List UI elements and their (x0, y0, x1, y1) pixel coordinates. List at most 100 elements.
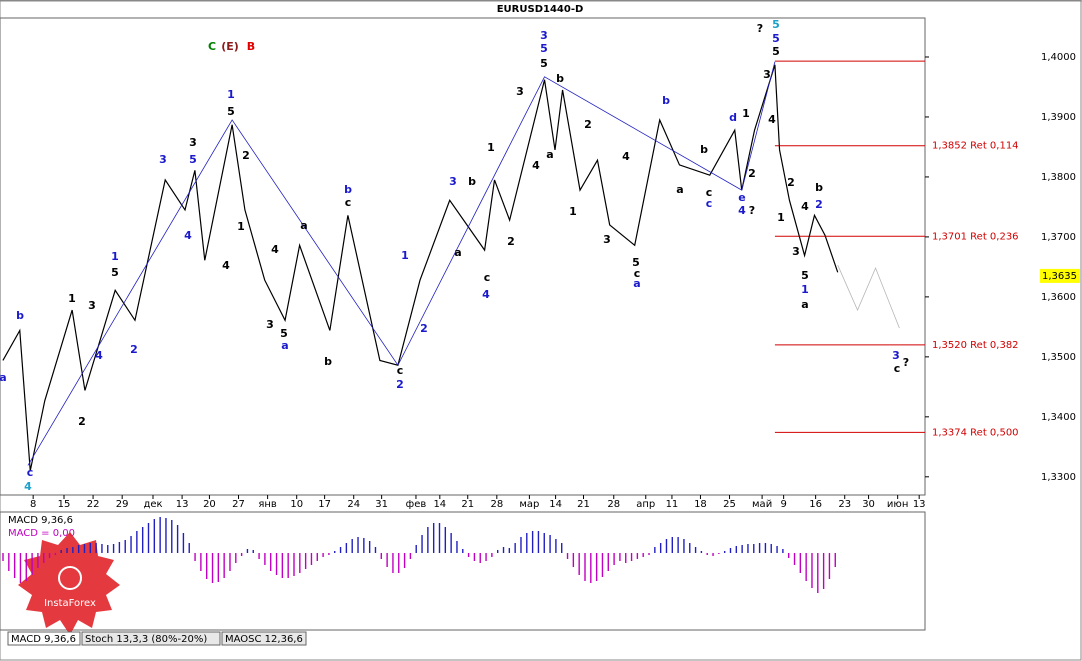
wave-label: 3 (540, 29, 548, 42)
wave-label: a (300, 219, 307, 232)
wave-label: 1 (777, 211, 785, 224)
fib-label: 1,3520 Ret 0,382 (932, 340, 1019, 351)
x-tick-label: апр (636, 499, 655, 510)
x-tick-label: 11 (666, 499, 679, 510)
wave-label: a (676, 183, 683, 196)
y-tick-label: 1,3600 (1041, 292, 1076, 303)
fib-label: 1,3852 Ret 0,114 (932, 141, 1019, 152)
logo-icon (58, 566, 82, 590)
y-tick-label: 1,3400 (1041, 412, 1076, 423)
x-tick-label: 24 (347, 499, 360, 510)
price-box (1040, 268, 1080, 283)
x-tick-label: 25 (723, 499, 736, 510)
wave-label: b (662, 94, 670, 107)
wave-label: 4 (95, 349, 103, 362)
wave-label: 1 (68, 292, 76, 305)
wave-label: a (454, 246, 461, 259)
wave-label: 3 (516, 85, 524, 98)
wave-label: 1 (111, 250, 119, 263)
wave-label: 2 (242, 149, 250, 162)
wave-label: b (16, 309, 24, 322)
wave-label: 4 (184, 229, 192, 242)
wave-label: 1 (569, 205, 577, 218)
wave-label: 5 (772, 45, 780, 58)
plot-frame (0, 17, 926, 496)
wave-label: 4 (622, 150, 630, 163)
y-tick-label: 1,3500 (1041, 352, 1076, 363)
x-tick-label: 17 (318, 499, 331, 510)
x-tick-label: 13 (176, 499, 189, 510)
wave-label: 2 (78, 415, 86, 428)
indicator-tab-label: MACD 9,36,6 (11, 634, 76, 645)
x-tick-label: 14 (433, 499, 446, 510)
x-tick-label: 21 (461, 499, 474, 510)
x-tick-label: 9 (780, 499, 786, 510)
wave-label: b (324, 355, 332, 368)
wave-label: 3 (603, 233, 611, 246)
wave-label: 4 (738, 204, 746, 217)
wave-label: B (247, 40, 255, 53)
wave-label: a (546, 148, 553, 161)
indicator-tab[interactable] (7, 631, 81, 646)
macd-title: MACD 9,36,6 (8, 515, 73, 526)
indicator-tab[interactable] (221, 631, 307, 646)
price-box-label: 1,3635 (1042, 271, 1077, 282)
wave-label: ? (749, 204, 755, 217)
wave-label: c (345, 196, 352, 209)
indicator-tab-label: Stoch 13,3,3 (80%-20%) (85, 634, 207, 645)
x-tick-label: 22 (87, 499, 100, 510)
wave-label: 5 (772, 32, 780, 45)
wave-label: 5 (540, 57, 548, 70)
wave-label: e (738, 191, 745, 204)
macd-frame (0, 511, 926, 631)
wave-label: c (27, 466, 34, 479)
wave-label: 3 (449, 175, 457, 188)
x-tick-label: 27 (232, 499, 245, 510)
price-line (27, 61, 776, 466)
wave-label: 4 (482, 288, 490, 301)
x-tick-label: мар (519, 499, 539, 510)
x-tick-label: 18 (694, 499, 707, 510)
x-tick-label: 31 (375, 499, 388, 510)
x-tick-label: 23 (838, 499, 851, 510)
wave-label: 2 (584, 118, 592, 131)
wave-label: 1 (401, 249, 409, 262)
wave-label: a (801, 298, 808, 311)
x-tick-label: 15 (58, 499, 71, 510)
wave-label: 3 (763, 68, 771, 81)
wave-label: a (633, 277, 640, 290)
wave-label: c (706, 197, 713, 210)
wave-label: (E) (221, 40, 239, 53)
x-tick-label: 30 (862, 499, 875, 510)
wave-label: 4 (801, 200, 809, 213)
wave-label: b (556, 72, 564, 85)
x-tick-label: 13 (913, 499, 926, 510)
macd-value: MACD = 0,00 (8, 528, 75, 539)
wave-label: 5 (189, 153, 197, 166)
wave-label: 2 (420, 322, 428, 335)
x-tick-label: 8 (30, 499, 36, 510)
wave-label: b (815, 181, 823, 194)
wave-label: 1 (487, 141, 495, 154)
wave-label: 5 (280, 327, 288, 340)
wave-label: 1 (227, 88, 235, 101)
x-tick-label: дек (143, 499, 162, 510)
wave-label: 2 (396, 378, 404, 391)
chart-title: EURUSD1440-D (497, 4, 584, 15)
y-tick-label: 1,3900 (1041, 112, 1076, 123)
wave-label: 3 (88, 299, 96, 312)
wave-label: 2 (748, 167, 756, 180)
x-tick-label: май (752, 499, 772, 510)
logo-text: InstaForex (44, 598, 96, 609)
wave-label: 1 (801, 283, 809, 296)
x-tick-label: 21 (577, 499, 590, 510)
wave-label: 5 (227, 105, 235, 118)
wave-label: c (706, 186, 713, 199)
indicator-tab[interactable] (81, 631, 221, 646)
x-tick-label: 28 (607, 499, 620, 510)
wave-label: c (484, 271, 491, 284)
wave-label: 5 (632, 256, 640, 269)
x-tick-label: 20 (203, 499, 216, 510)
